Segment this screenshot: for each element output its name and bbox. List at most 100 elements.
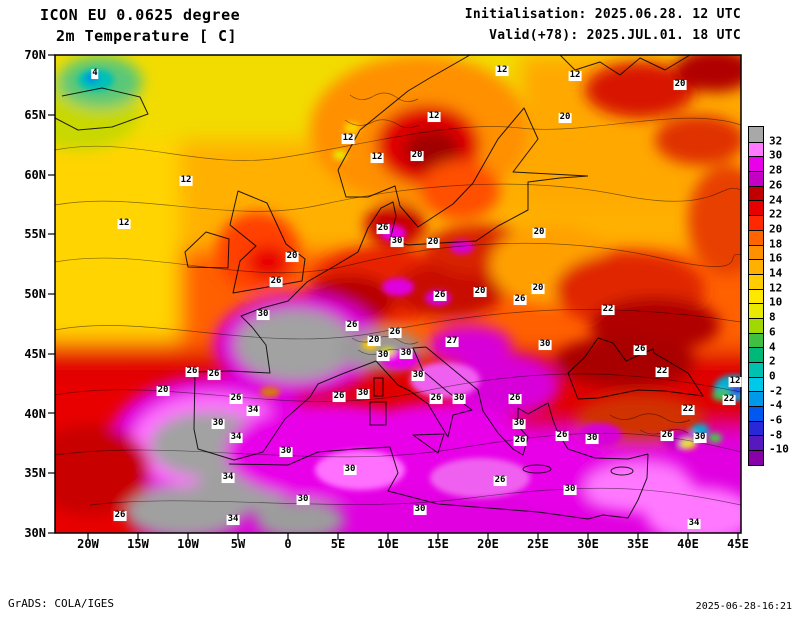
contour-label: 30 (356, 388, 370, 399)
lon-tick-label: 15E (427, 537, 449, 551)
contour-label: 22 (655, 366, 669, 377)
colorbar-cell (749, 435, 763, 451)
contour-label: 26 (345, 320, 359, 331)
contour-label: 30 (376, 350, 390, 361)
lat-tick-label: 45N (24, 346, 46, 361)
lon-tick-label: 10W (177, 537, 199, 551)
contour-label: 20 (531, 283, 545, 294)
colorbar-tick-label: -4 (769, 398, 783, 412)
contour-label: 30 (411, 370, 425, 381)
colorbar-cell (749, 406, 763, 421)
grads-credit: GrADS: COLA/IGES (8, 597, 114, 610)
colorbar-tick-label: 26 (769, 178, 783, 192)
temperature-field (55, 55, 741, 533)
colorbar-tick-label: -6 (769, 413, 783, 427)
contour-label: 26 (388, 327, 402, 338)
contour-label: 26 (429, 393, 443, 404)
colorbar-tick-label: 6 (769, 325, 776, 339)
colorbar (748, 126, 764, 466)
lon-tick-label: 40E (677, 537, 699, 551)
colorbar-tick-label: 32 (769, 134, 783, 148)
contour-label: 26 (269, 276, 283, 287)
lon-tick-label: 25E (527, 537, 549, 551)
contour-label: 30 (343, 464, 357, 475)
contour-label: 12 (179, 175, 193, 186)
colorbar-cell (749, 141, 763, 157)
contour-label: 12 (728, 376, 742, 387)
contour-label: 22 (601, 304, 615, 315)
contour-label: 22 (722, 394, 736, 405)
colorbar-cell (749, 185, 763, 201)
contour-label: 20 (285, 251, 299, 262)
lat-tick-label: 35N (24, 466, 46, 481)
contour-label: 34 (687, 518, 701, 529)
lat-tick-label: 70N (24, 48, 46, 62)
contour-label: 12 (341, 133, 355, 144)
initialisation-time: Initialisation: 2025.06.28. 12 UTC (464, 7, 741, 22)
colorbar-cell (749, 303, 763, 318)
colorbar-cell (749, 420, 763, 436)
parameter-title: 2m Temperature [ C] (56, 27, 238, 45)
contour-label: 12 (427, 111, 441, 122)
contour-label: 30 (279, 446, 293, 457)
contour-label: 26 (555, 430, 569, 441)
lat-tick-label: 40N (24, 406, 46, 421)
colorbar-tick-label: 18 (769, 237, 783, 251)
contour-label: 34 (246, 405, 260, 416)
contour-label: 26 (433, 290, 447, 301)
colorbar-tick-label: -8 (769, 428, 783, 442)
contour-label: 26 (376, 223, 390, 234)
contour-label: 26 (113, 510, 127, 521)
lat-tick-label: 55N (24, 227, 46, 242)
contour-label: 30 (390, 236, 404, 247)
contour-label: 26 (513, 294, 527, 305)
contour-label: 26 (660, 430, 674, 441)
contour-label: 20 (673, 79, 687, 90)
colorbar-cell (749, 171, 763, 186)
lon-tick-label: 35E (627, 537, 649, 551)
colorbar-cell (749, 317, 763, 333)
model-title: ICON EU 0.0625 degree (40, 6, 241, 24)
axis-ticks (48, 54, 739, 540)
contour-label: 26 (513, 435, 527, 446)
contour-label: 20 (156, 385, 170, 396)
colorbar-cell (749, 259, 763, 274)
contour-label: 22 (681, 404, 695, 415)
creation-timestamp: 2025-06-28-16:21 (695, 601, 792, 612)
contour-label: 30 (211, 418, 225, 429)
contour-label: 30 (693, 432, 707, 443)
contour-label: 12 (117, 218, 131, 229)
lat-tick-label: 60N (24, 167, 46, 182)
contour-label: 30 (538, 339, 552, 350)
colorbar-tick-label: 8 (769, 310, 776, 324)
colorbar-cell (749, 229, 763, 245)
colorbar-cell (749, 127, 763, 142)
contour-label: 30 (413, 504, 427, 515)
lon-tick-label: 15W (127, 537, 149, 551)
contour-label: 30 (256, 309, 270, 320)
colorbar-cell (749, 288, 763, 304)
lon-tick-label: 30E (577, 537, 599, 551)
valid-time: Valid(+78): 2025.JUL.01. 18 UTC (489, 28, 741, 43)
contour-label: 34 (221, 472, 235, 483)
colorbar-tick-label: 10 (769, 295, 783, 309)
contour-label: 4 (91, 68, 99, 79)
contour-label: 20 (426, 237, 440, 248)
colorbar-cell (749, 273, 763, 289)
colorbar-tick-label: -10 (769, 442, 789, 456)
contour-label: 26 (185, 366, 199, 377)
colorbar-cell (749, 200, 763, 216)
colorbar-cell (749, 391, 763, 407)
colorbar-tick-label: 14 (769, 266, 783, 280)
lon-tick-label: 0 (284, 537, 292, 551)
lon-tick-label: 20E (477, 537, 499, 551)
colorbar-tick-label: 20 (769, 222, 783, 236)
contour-label: 20 (473, 286, 487, 297)
colorbar-cell (749, 156, 763, 172)
colorbar-tick-label: 4 (769, 340, 776, 353)
contour-label: 26 (229, 393, 243, 404)
contour-label: 26 (493, 475, 507, 486)
contour-label: 26 (508, 393, 522, 404)
contour-label: 30 (296, 494, 310, 505)
